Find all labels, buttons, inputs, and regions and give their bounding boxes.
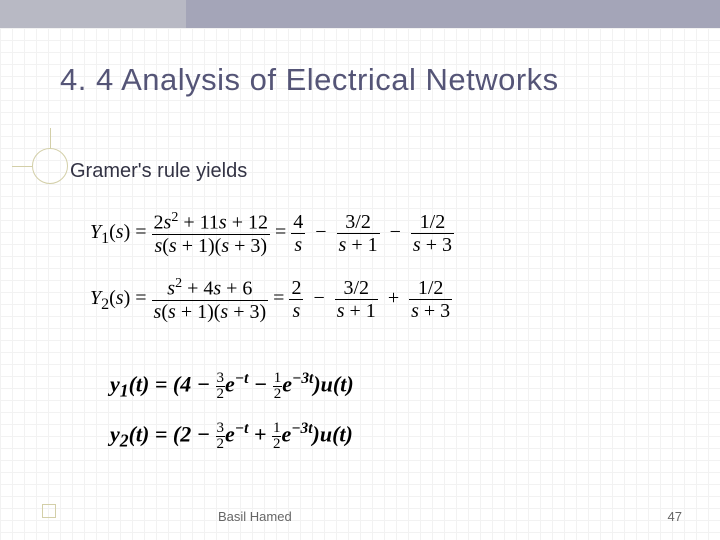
crosshair-circle-icon <box>32 148 68 184</box>
footer-author: Basil Hamed <box>218 509 292 524</box>
equation-y2-t: y2(t) = (2 − 32e−t + 12e−3t)u(t) <box>110 420 353 452</box>
corner-square-icon <box>42 504 56 518</box>
equation-y1-s: Y1(s) = 2s2 + 11s + 12s(s + 1)(s + 3) = … <box>90 210 600 257</box>
top-bar-accent <box>186 0 720 28</box>
crosshair-tick-v <box>50 128 51 148</box>
equation-y1-t: y1(t) = (4 − 32e−t − 12e−3t)u(t) <box>110 370 354 402</box>
body-text: Gramer's rule yields <box>70 160 247 183</box>
slide-title: 4. 4 Analysis of Electrical Networks <box>60 62 559 98</box>
equation-y2-s: Y2(s) = s2 + 4s + 6s(s + 1)(s + 3) = 2s … <box>90 276 600 323</box>
footer-page-number: 47 <box>668 509 682 524</box>
crosshair-tick-h <box>12 166 32 167</box>
